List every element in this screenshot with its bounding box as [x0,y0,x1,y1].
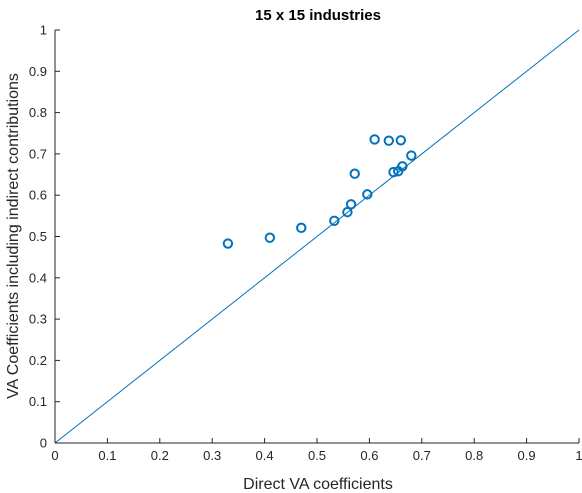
data-point [395,135,407,146]
y-tick-label: 1 [40,23,47,38]
reference-line-group [54,29,580,444]
x-tick-label: 0.1 [98,448,116,463]
x-tick-label: 0.2 [151,448,169,463]
x-tick-label: 0.9 [518,448,536,463]
x-tick-label: 0.8 [465,448,483,463]
data-point [264,232,276,243]
y-tick-label: 0.2 [29,353,47,368]
data-point [369,134,380,145]
x-tick-label: 1 [575,448,582,463]
data-point [349,168,360,179]
x-tick-label: 0.6 [360,448,378,463]
data-point [388,166,399,178]
y-tick-label: 0.8 [29,105,47,120]
data-point [362,189,373,200]
x-tick-label: 0.7 [413,448,431,463]
tick-labels: 0 0.1 0.2 0.3 0.4 0.5 0.6 0.7 0.8 0.9 1 0 0.1 0.2 0.3 0… [29,23,582,464]
data-point [406,150,417,161]
data-point [397,161,408,172]
data-point [383,135,394,146]
data-point [222,238,234,249]
y-tick-label: 0.4 [29,270,47,285]
chart-title: 15 x 15 industries [255,7,381,24]
data-point [329,215,340,227]
x-tick-label: 0.4 [256,448,274,463]
y-tick-label: 0.6 [29,188,47,203]
y-tick-label: 0.7 [29,146,47,161]
reference-line [54,29,580,444]
y-tick-label: 0.1 [29,394,47,409]
y-tick-label: 0 [40,436,47,451]
y-tick-label: 0.3 [29,312,47,327]
y-tick-label: 0.5 [29,229,47,244]
x-tick-label: 0 [51,448,58,463]
data-point [296,222,307,234]
x-tick-label: 0.3 [203,448,221,463]
y-tick-label: 0.9 [29,64,47,79]
x-axis-title: Direct VA coefficients [243,476,393,493]
x-tick-label: 0.5 [308,448,326,463]
data-point [345,199,357,210]
data-points [222,134,417,249]
y-axis-title: VA Coefficients including indirect contr… [5,73,22,399]
